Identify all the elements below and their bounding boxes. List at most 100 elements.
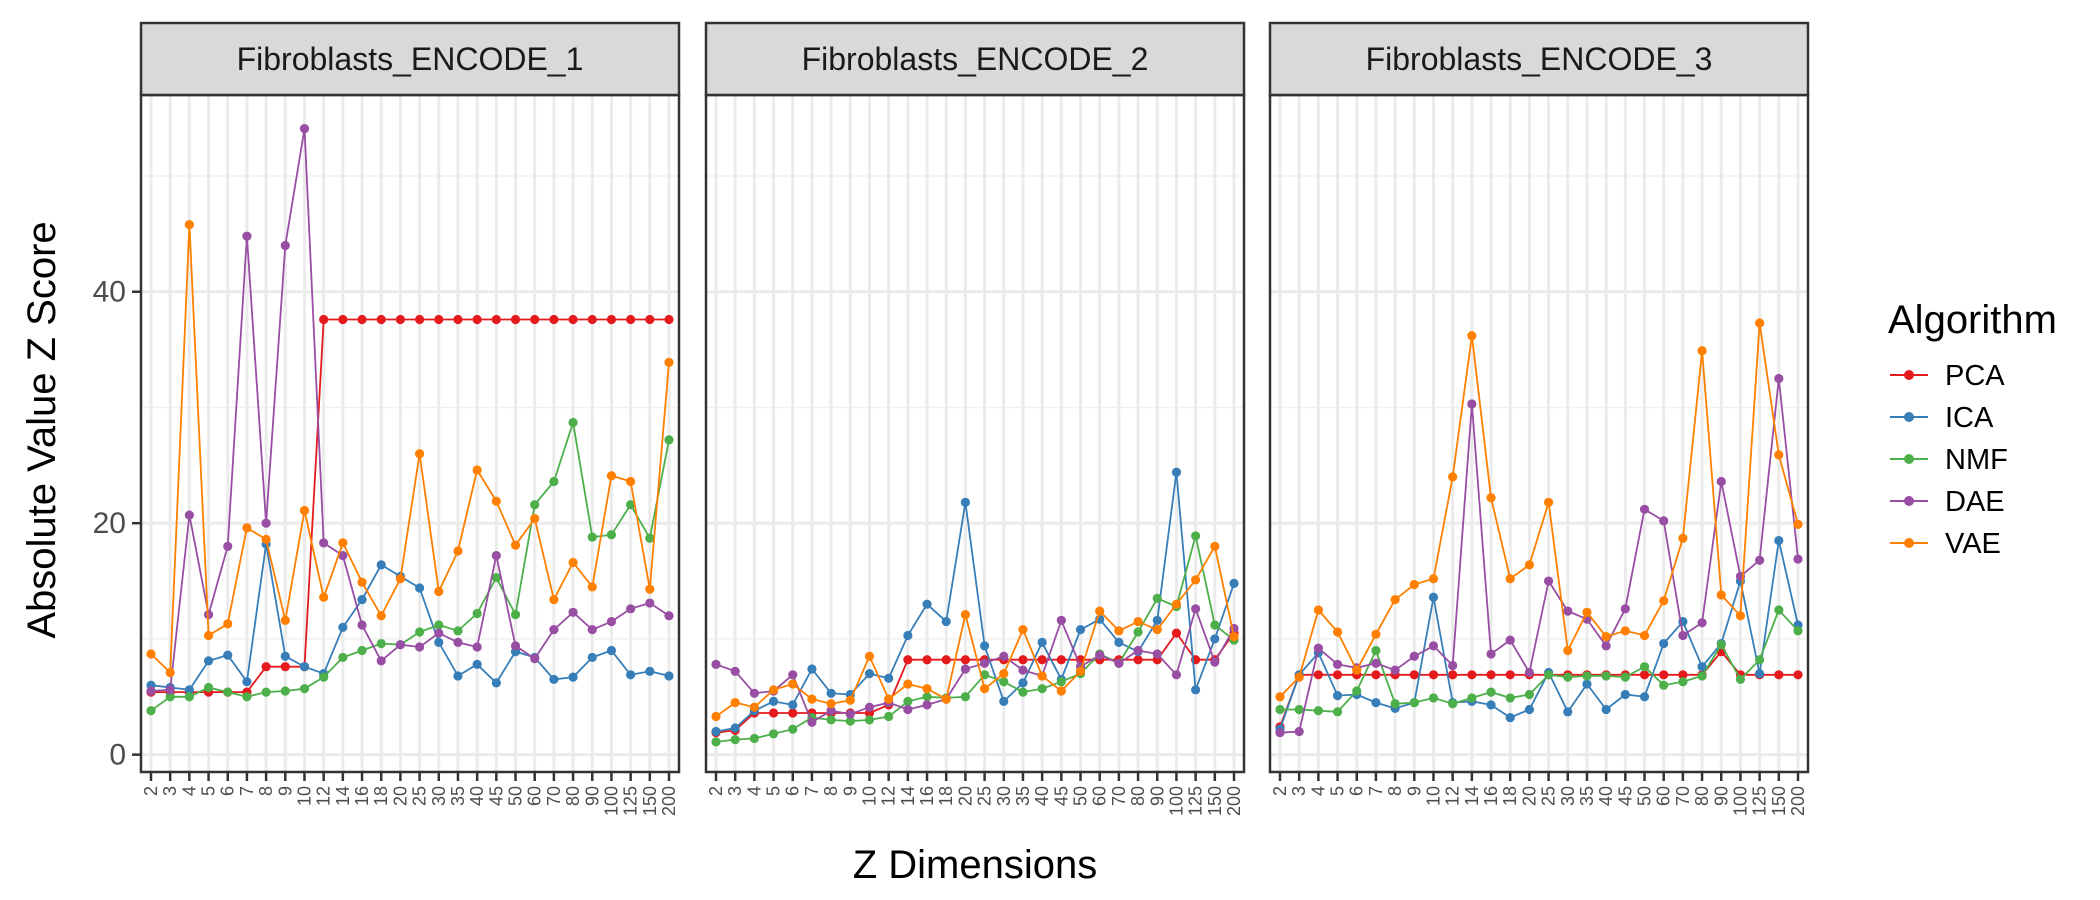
x-tick-label: 8 [821, 786, 841, 796]
data-point-nmf [280, 686, 290, 696]
facet-strip-label: Fibroblasts_ENCODE_3 [1366, 41, 1713, 77]
x-tick-label: 8 [256, 786, 276, 796]
data-point-vae [1114, 626, 1124, 636]
panels-layer: Fibroblasts_ENCODE_12 3 4 5 6 7 8 9 10 12 14 16 18 20… [93, 21, 1810, 816]
data-point-vae [165, 667, 175, 678]
data-point-vae [864, 651, 875, 661]
data-point-vae [1735, 611, 1746, 621]
data-point-vae [568, 557, 578, 568]
data-point-pca [1793, 670, 1803, 680]
series-line-nmf [150, 422, 670, 712]
data-point-nmf [664, 435, 674, 445]
x-tick-label: 40 [467, 786, 487, 806]
data-point-dae [979, 658, 990, 668]
data-point-dae [1371, 658, 1381, 668]
facet-panel-1: Fibroblasts_ENCODE_12 3 4 5 6 7 8 9 10 12 14 16 18 20… [93, 21, 681, 816]
data-point-ica [1371, 697, 1381, 708]
data-point-pca [1639, 670, 1650, 680]
x-tick-label: 40 [1596, 786, 1616, 806]
x-tick-label: 150 [640, 786, 660, 816]
data-point-dae [864, 702, 875, 712]
data-point-pca [434, 314, 444, 325]
data-point-dae [626, 604, 636, 614]
data-point-nmf [999, 677, 1009, 687]
data-point-nmf [434, 620, 444, 630]
data-point-dae [549, 625, 559, 635]
data-point-vae [730, 697, 740, 708]
data-point-nmf [587, 532, 597, 542]
data-point-nmf [960, 692, 971, 702]
series-line-ica [715, 472, 1235, 733]
data-point-vae [1313, 605, 1323, 615]
data-point-dae [1601, 641, 1611, 651]
data-point-nmf [749, 733, 759, 744]
data-point-dae [1543, 576, 1554, 586]
legend-label: ICA [1945, 402, 1994, 434]
legend-key-point [1904, 496, 1914, 506]
data-point-dae [1313, 643, 1323, 653]
data-point-ica [922, 599, 932, 609]
data-point-pca [280, 662, 290, 672]
data-point-dae [1428, 641, 1439, 651]
data-point-nmf [261, 687, 271, 697]
legend-item-vae: VAE [1890, 528, 2001, 560]
data-point-pca [606, 314, 617, 325]
x-tick-label: 35 [448, 786, 468, 806]
data-point-vae [1332, 627, 1343, 637]
x-tick-label: 45 [1615, 786, 1635, 806]
x-tick-label: 5 [1328, 786, 1348, 796]
data-point-pca [376, 314, 386, 325]
data-point-nmf [606, 530, 617, 540]
data-point-dae [711, 659, 721, 669]
data-point-dae [242, 231, 252, 241]
data-point-ica [568, 672, 578, 682]
data-point-pca [414, 314, 425, 325]
data-point-vae [664, 357, 674, 367]
data-point-dae [568, 607, 578, 617]
data-point-ica [1620, 689, 1630, 700]
data-point-vae [1018, 625, 1028, 635]
data-point-vae [626, 476, 636, 487]
data-point-ica [1210, 634, 1220, 644]
data-point-dae [749, 688, 759, 698]
data-point-pca [261, 662, 271, 672]
data-point-nmf [1371, 645, 1381, 656]
data-point-ica [645, 666, 655, 676]
data-point-ica [1075, 625, 1086, 635]
data-point-pca [568, 314, 578, 325]
data-point-pca [1371, 670, 1381, 680]
series-line-dae [150, 128, 670, 692]
data-point-nmf [146, 706, 156, 716]
x-tick-label: 200 [1788, 786, 1808, 816]
data-point-dae [1524, 667, 1535, 678]
plot-background [141, 95, 679, 772]
data-point-dae [299, 123, 310, 134]
data-point-pca [319, 314, 329, 325]
data-point-dae [1294, 726, 1304, 737]
data-point-dae [491, 550, 501, 561]
legend: Algorithm PCA ICA NMF DAE VAE [1888, 298, 2057, 560]
data-point-dae [1056, 615, 1066, 625]
data-point-vae [1133, 616, 1143, 627]
x-tick-label: 4 [179, 786, 199, 796]
data-point-vae [1229, 632, 1239, 642]
data-point-ica [453, 671, 463, 681]
data-point-pca [1018, 655, 1028, 665]
data-point-pca [395, 314, 406, 325]
data-point-ica [1755, 669, 1765, 679]
data-point-vae [1171, 599, 1182, 609]
x-tick-label: 9 [275, 786, 295, 796]
x-tick-label: 10 [859, 786, 879, 806]
data-point-pca [1037, 655, 1047, 665]
legend-key-point [1904, 412, 1914, 422]
data-point-vae [319, 592, 329, 602]
series-line-vae [1279, 322, 1799, 698]
data-point-dae [146, 686, 156, 696]
data-point-nmf [1716, 640, 1726, 650]
data-point-pca [587, 314, 597, 325]
data-point-nmf [510, 610, 521, 620]
x-tick-label: 70 [544, 786, 564, 806]
data-point-vae [1697, 346, 1707, 356]
series-line-pca [151, 318, 669, 693]
data-point-nmf [1133, 627, 1143, 637]
